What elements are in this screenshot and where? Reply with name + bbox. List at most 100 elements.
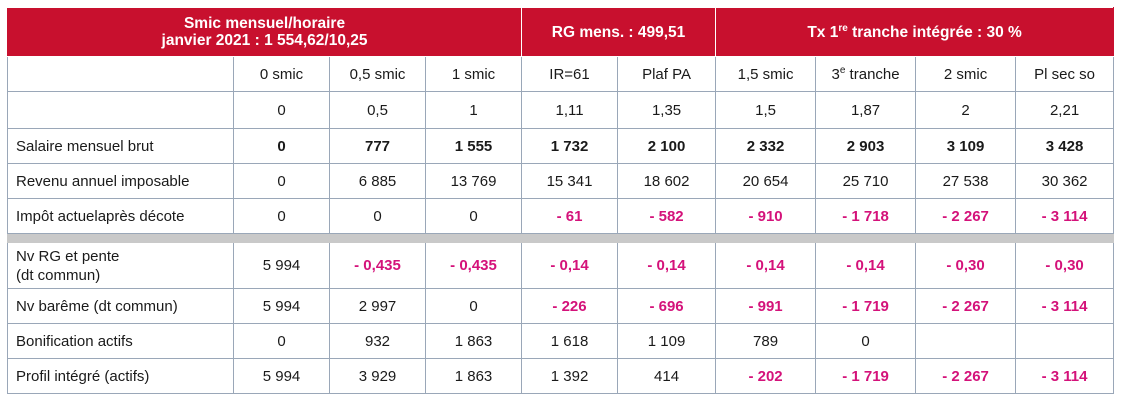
col-header: 0,5 smic — [329, 56, 426, 92]
table-row-salaire: Salaire mensuel brut 0 777 1 555 1 732 2… — [7, 128, 1115, 164]
value-cell: - 910 — [715, 198, 817, 234]
value-cell: - 1 719 — [815, 288, 917, 324]
value-cell: - 0,14 — [715, 242, 817, 289]
value-cell: 3 428 — [1015, 128, 1115, 164]
smic-header-cell: Smic mensuel/horaire janvier 2021 : 1 55… — [6, 7, 523, 57]
ratio-cell: 2,21 — [1015, 91, 1115, 129]
col7-num: 3 — [831, 65, 840, 83]
ratio-label-cell — [7, 91, 234, 129]
ratio-cell: 2 — [915, 91, 1017, 129]
tx-prefix: Tx 1 — [807, 23, 839, 41]
value-cell: - 0,14 — [617, 242, 717, 289]
value-cell: - 3 114 — [1015, 358, 1115, 394]
value-cell: 2 100 — [617, 128, 717, 164]
value-cell: - 0,14 — [815, 242, 917, 289]
tx-header-cell: Tx 1re tranche intégrée : 30 % — [715, 7, 1115, 57]
row-label: Salaire mensuel brut — [7, 128, 234, 164]
tx-suffix: tranche intégrée : 30 % — [847, 23, 1022, 41]
value-cell: - 2 267 — [915, 288, 1017, 324]
col7-sup: e — [839, 64, 846, 76]
value-cell: - 3 114 — [1015, 198, 1115, 234]
value-cell: 932 — [329, 323, 426, 359]
value-cell: 0 — [233, 163, 330, 199]
value-cell: - 3 114 — [1015, 288, 1115, 324]
value-cell: 0 — [233, 198, 330, 234]
column-header-row: 0 smic 0,5 smic 1 smic IR=61 Plaf PA 1,5… — [7, 56, 1115, 92]
value-cell: 30 362 — [1015, 163, 1115, 199]
col7-rest: tranche — [845, 65, 900, 83]
value-cell: 414 — [617, 358, 717, 394]
value-cell: - 2 267 — [915, 358, 1017, 394]
smic-title-line2: janvier 2021 : 1 554,62/10,25 — [161, 32, 368, 49]
ratio-cell: 1 — [424, 91, 523, 129]
row-label: Nv RG et pente (dt commun) — [7, 242, 234, 289]
smic-table: Smic mensuel/horaire janvier 2021 : 1 55… — [6, 7, 1115, 394]
value-cell: 2 997 — [329, 288, 426, 324]
ratio-row: 0 0,5 1 1,11 1,35 1,5 1,87 2 2,21 — [7, 91, 1115, 129]
value-cell: 0 — [233, 128, 330, 164]
ratio-cell: 1,11 — [521, 91, 619, 129]
value-cell: 1 555 — [424, 128, 523, 164]
value-cell: 0 — [233, 323, 330, 359]
value-cell: 5 994 — [233, 242, 330, 289]
row-label: Impôt actuelaprès décote — [7, 198, 234, 234]
value-cell: - 0,30 — [1015, 242, 1115, 289]
separator-row — [6, 233, 1115, 243]
ratio-cell: 1,5 — [715, 91, 817, 129]
row-label-line2: (dt commun) — [16, 266, 101, 284]
smic-title-line1: Smic mensuel/horaire — [183, 15, 346, 32]
col-header: Plaf PA — [617, 56, 717, 92]
value-cell: - 1 719 — [815, 358, 917, 394]
row-label: Profil intégré (actifs) — [7, 358, 234, 394]
value-cell: - 991 — [715, 288, 817, 324]
ratio-cell: 0 — [233, 91, 330, 129]
value-cell: 5 994 — [233, 358, 330, 394]
col-header: 1,5 smic — [715, 56, 817, 92]
value-cell: 20 654 — [715, 163, 817, 199]
row-label: Bonification actifs — [7, 323, 234, 359]
value-cell: 1 863 — [424, 358, 523, 394]
value-cell: 1 863 — [424, 323, 523, 359]
value-cell: 3 109 — [915, 128, 1017, 164]
rg-header-cell: RG mens. : 499,51 — [521, 7, 717, 57]
value-cell: 27 538 — [915, 163, 1017, 199]
col-header: Pl sec so — [1015, 56, 1115, 92]
value-cell: 0 — [329, 198, 426, 234]
value-cell: 5 994 — [233, 288, 330, 324]
value-cell: 777 — [329, 128, 426, 164]
col-header: 3e tranche — [815, 56, 917, 92]
value-cell: - 0,30 — [915, 242, 1017, 289]
value-cell: 3 929 — [329, 358, 426, 394]
value-cell: 6 885 — [329, 163, 426, 199]
corner-cell — [7, 56, 234, 92]
row-label-line1: Nv RG et pente — [16, 247, 120, 265]
value-cell: 1 618 — [521, 323, 619, 359]
table-row-impot: Impôt actuelaprès décote 0 0 0 - 61 - 58… — [7, 198, 1115, 234]
value-cell: - 0,435 — [424, 242, 523, 289]
value-cell: - 226 — [521, 288, 619, 324]
value-cell: 2 903 — [815, 128, 917, 164]
value-cell: - 61 — [521, 198, 619, 234]
ratio-cell: 0,5 — [329, 91, 426, 129]
tx-sup: re — [838, 22, 848, 34]
table-row-nv-rg: Nv RG et pente (dt commun) 5 994 - 0,435… — [7, 242, 1115, 289]
header-row: Smic mensuel/horaire janvier 2021 : 1 55… — [6, 7, 1115, 57]
value-cell: 0 — [815, 323, 917, 359]
value-cell: 18 602 — [617, 163, 717, 199]
table-row-profil: Profil intégré (actifs) 5 994 3 929 1 86… — [7, 358, 1115, 394]
value-cell: - 2 267 — [915, 198, 1017, 234]
table-row-bonification: Bonification actifs 0 932 1 863 1 618 1 … — [7, 323, 1115, 359]
row-label: Nv barême (dt commun) — [7, 288, 234, 324]
value-cell: 0 — [424, 288, 523, 324]
value-cell: 13 769 — [424, 163, 523, 199]
value-cell: 2 332 — [715, 128, 817, 164]
value-cell: - 0,435 — [329, 242, 426, 289]
value-cell: 25 710 — [815, 163, 917, 199]
value-cell: 1 732 — [521, 128, 619, 164]
value-cell: - 1 718 — [815, 198, 917, 234]
value-cell: - 202 — [715, 358, 817, 394]
value-cell: 789 — [715, 323, 817, 359]
table-row-revenu: Revenu annuel imposable 0 6 885 13 769 1… — [7, 163, 1115, 199]
col-header: 1 smic — [424, 56, 523, 92]
value-cell: - 0,14 — [521, 242, 619, 289]
